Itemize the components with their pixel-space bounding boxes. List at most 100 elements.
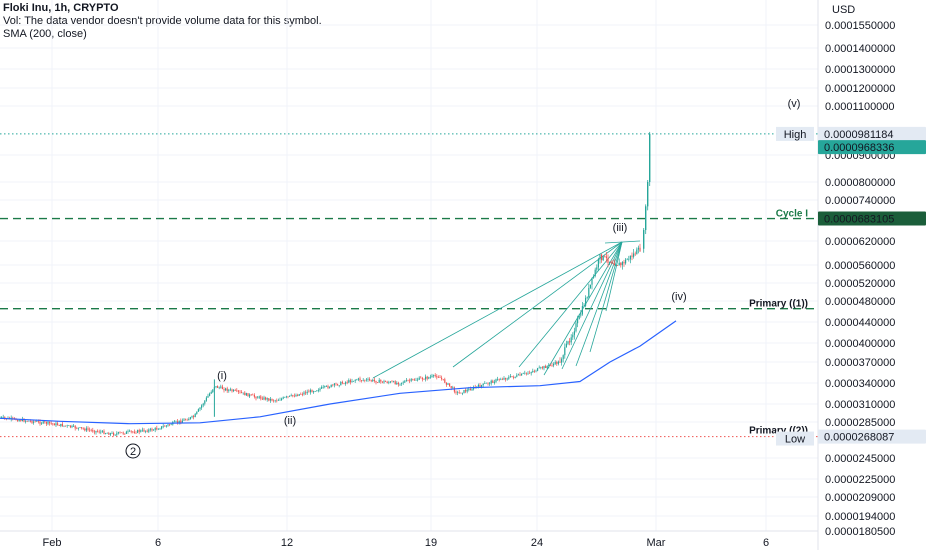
candle-body [2,416,4,418]
candle-body [261,398,263,400]
candle-body [609,261,611,263]
candle-body [271,398,273,401]
candle-body [255,396,257,399]
candle-body [137,430,139,433]
candle-body [143,429,145,432]
candle-body [105,433,107,434]
candle-body [298,394,300,396]
candle-body [305,392,307,394]
candle-body [524,372,526,374]
price-tick-label: 0.0000245000 [825,453,895,465]
candle-body [202,403,204,406]
candle-body [268,398,270,401]
sma-indicator-label[interactable]: SMA (200, close) [3,28,87,40]
candle-body [153,429,155,431]
candle-body [333,383,335,386]
candle-body [209,393,211,396]
candle-body [369,379,371,381]
candle-body [20,420,22,421]
candle-body [117,432,119,434]
candle-body [553,363,555,366]
candle-body [426,376,428,379]
candle-body [522,373,524,375]
wave-labels: (i) (ii) (iii) (iv) (v) 2 [125,98,800,459]
candle-body [69,425,71,428]
candle-body [170,424,172,426]
candle-body [605,256,607,258]
price-tick-label: 0.0000340000 [825,378,895,390]
candle-body [23,419,25,422]
candle-body [591,277,593,285]
candle-body [402,382,404,384]
candle-body [81,427,83,429]
candle-body [44,421,46,423]
candle-body [321,387,323,389]
low-name-label: Low [785,434,805,446]
time-tick-label: Mar [647,537,666,549]
candle-body [121,432,123,434]
wave-2-circle [125,443,141,459]
candle-body [281,398,283,401]
candle-body [383,381,385,383]
candle-body [33,421,35,423]
candle-body [177,421,179,423]
candle-body [327,385,329,388]
price-tick-label: 0.0000560000 [825,260,895,272]
candle-body [559,361,561,363]
candle-body [90,429,92,431]
candle-body [562,355,564,360]
candle-body [548,364,550,367]
candle-body [596,267,598,270]
candle-body [354,379,356,381]
candle-body [482,383,484,386]
candle-body [444,379,446,383]
price-tick-label: 0.0000520000 [825,278,895,290]
currency-label[interactable]: USD [832,4,855,16]
candle-body [381,381,383,383]
candle-body [409,380,411,382]
candle-body [545,366,547,369]
candle-body [529,372,531,374]
candle-body [495,379,497,382]
candle-body [154,428,156,430]
candle-body [493,381,495,383]
candle-body [561,359,563,363]
candle-body [525,372,527,374]
candle-body [468,388,470,390]
candle-body [615,265,617,266]
candle-body [276,400,278,402]
candle-body [250,394,252,396]
price-tick-label: 0.0000440000 [825,317,895,329]
candle-body [643,230,645,249]
price-tick-label: 0.0000180500 [825,526,895,538]
candle-body [212,389,214,393]
candle-body [565,343,567,348]
time-tick-label: 6 [763,537,769,549]
candle-body [84,428,86,431]
wave-label: (i) [217,370,227,382]
candle-body [135,432,137,434]
candle-body [631,255,633,257]
candle-body [361,380,363,381]
cycle-price-label: 0.0000683105 [824,214,894,226]
high-price-label: 0.0000981184 [824,129,894,141]
candle-body [517,374,519,376]
candle-body [628,259,630,260]
candle-body [378,379,380,383]
price-axis[interactable]: USD 0.0001550000 0.0001400000 0.0001300000… [776,0,926,550]
candle-body [322,386,324,388]
time-axis[interactable]: Feb 6 12 19 24 Mar 6 [0,530,818,549]
high-name-label-tag [776,126,814,141]
candle-body [380,379,382,382]
candle-body [385,381,387,382]
symbol-title[interactable]: Floki Inu, 1h, CRYPTO [3,2,119,14]
candle-body [93,431,95,433]
candle-body [205,397,207,401]
candle-body [141,429,143,431]
candle-body [12,417,14,419]
candle-body [127,431,129,432]
candle-body [306,391,308,394]
candle-body [410,379,412,381]
